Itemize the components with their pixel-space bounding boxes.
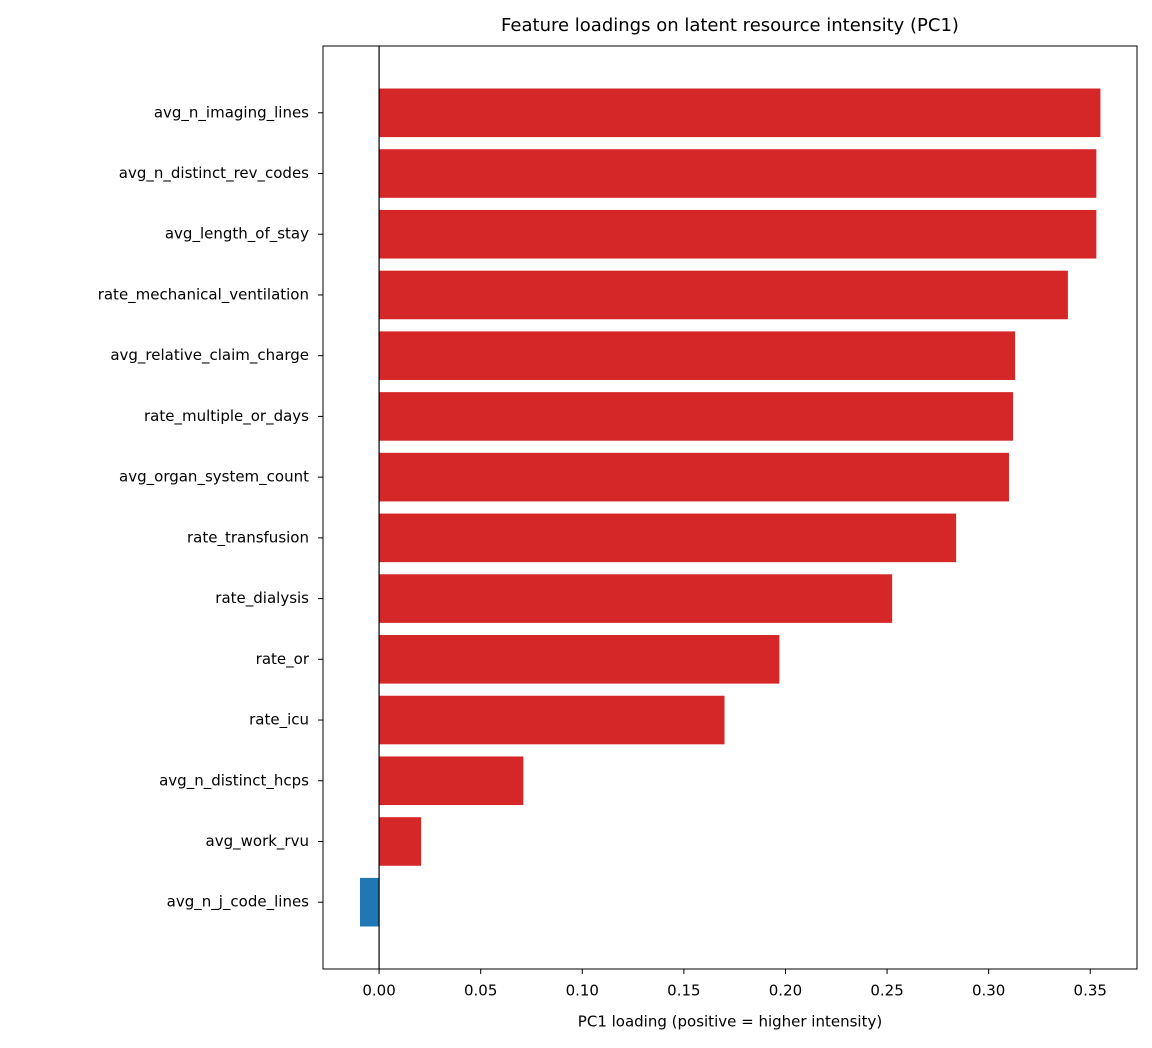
y-tick-label: rate_multiple_or_days [144, 407, 309, 426]
x-tick-label: 0.25 [870, 982, 903, 1000]
y-tick-label: rate_icu [249, 711, 309, 730]
x-axis-label: PC1 loading (positive = higher intensity… [578, 1013, 882, 1031]
x-tick-label: 0.05 [464, 982, 497, 1000]
y-tick-label: rate_mechanical_ventilation [98, 285, 309, 304]
y-tick-label: avg_n_j_code_lines [167, 893, 310, 912]
bar [379, 695, 725, 745]
y-tick-label: rate_dialysis [215, 589, 309, 608]
x-tick-label: 0.15 [667, 982, 700, 1000]
bar [379, 513, 957, 563]
bar [379, 149, 1097, 198]
bar [379, 392, 1014, 441]
bar [379, 452, 1009, 502]
plot-frame [322, 45, 1138, 970]
x-tick-label: 0.20 [769, 982, 802, 1000]
bar [379, 756, 524, 806]
bar [379, 209, 1097, 259]
chart-title: Feature loadings on latent resource inte… [501, 15, 959, 36]
y-tick-label: rate_transfusion [187, 528, 309, 547]
y-tick-label: avg_n_distinct_rev_codes [119, 164, 309, 183]
bar [379, 574, 893, 623]
x-tick-label: 0.00 [362, 982, 395, 1000]
x-tick-label: 0.35 [1074, 982, 1107, 1000]
y-tick-label: avg_n_distinct_hcps [159, 771, 309, 790]
y-tick-label: avg_length_of_stay [165, 225, 309, 244]
x-tick-label: 0.10 [566, 982, 599, 1000]
bar [379, 635, 780, 684]
y-tick-label: avg_relative_claim_charge [110, 346, 309, 365]
y-tick-label: rate_or [256, 650, 310, 669]
bar [359, 877, 380, 927]
y-tick-label: avg_organ_system_count [119, 468, 309, 487]
bar [379, 88, 1101, 138]
x-tick-label: 0.30 [972, 982, 1005, 1000]
y-tick-label: avg_work_rvu [206, 832, 309, 851]
bar [379, 331, 1016, 380]
bar [379, 270, 1068, 320]
bar [379, 817, 422, 866]
y-tick-label: avg_n_imaging_lines [154, 103, 309, 122]
